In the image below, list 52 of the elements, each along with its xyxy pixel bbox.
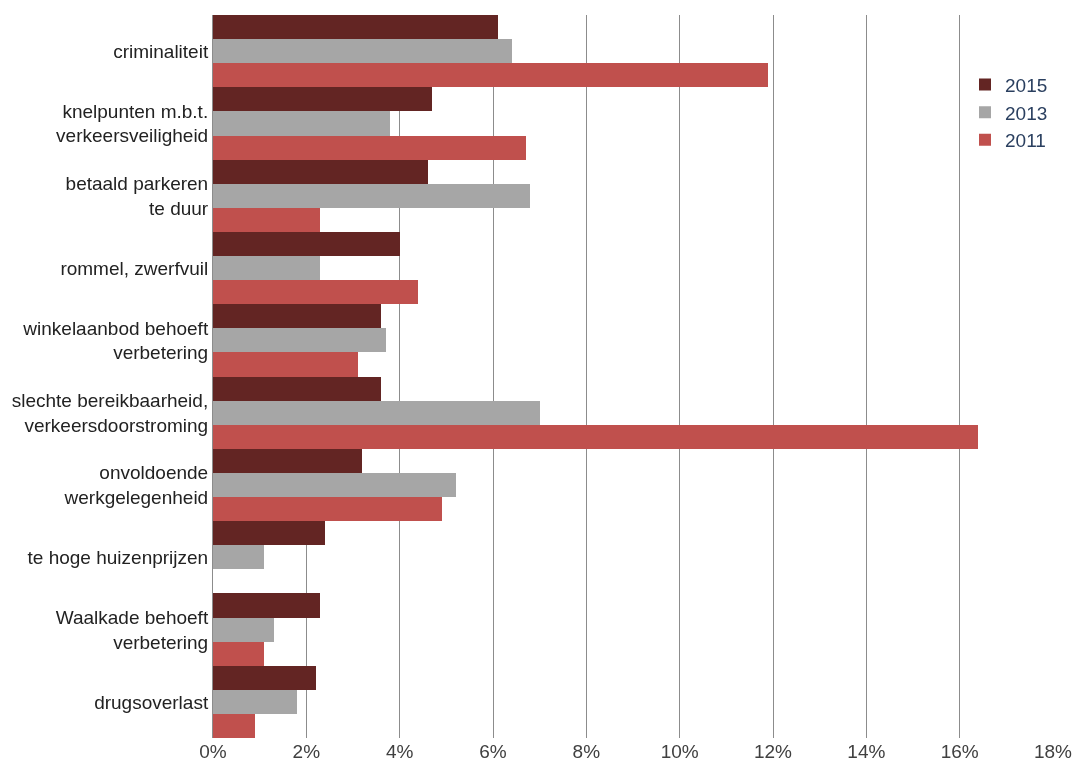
bar bbox=[213, 136, 526, 160]
bar bbox=[213, 352, 358, 377]
x-tick-label: 12% bbox=[753, 741, 793, 762]
bar bbox=[213, 521, 325, 545]
legend-label: 2015 bbox=[1005, 74, 1048, 96]
bar bbox=[213, 593, 320, 618]
bar bbox=[213, 39, 512, 63]
bar bbox=[213, 618, 274, 642]
bar bbox=[213, 304, 381, 328]
bar bbox=[213, 401, 540, 425]
y-tick-label: betaald parkeren te duur bbox=[65, 173, 209, 219]
x-tick-label: 2% bbox=[292, 741, 321, 762]
x-tick-label: 18% bbox=[1033, 741, 1073, 762]
y-tick-label: slechte bereikbaarheid, verkeersdoorstroming bbox=[11, 389, 209, 436]
bar bbox=[213, 232, 400, 256]
bar bbox=[213, 184, 530, 208]
bar bbox=[213, 328, 386, 352]
bar bbox=[213, 377, 381, 401]
x-tick-label: 4% bbox=[385, 741, 414, 762]
bar bbox=[213, 256, 320, 280]
x-tick-label: 10% bbox=[660, 741, 699, 762]
legend-label: 2013 bbox=[1005, 102, 1048, 124]
bar bbox=[213, 111, 390, 136]
bar bbox=[213, 449, 362, 473]
bar bbox=[213, 15, 498, 39]
bar bbox=[213, 690, 297, 714]
y-tick-label: drugsoverlast bbox=[94, 691, 209, 713]
bar bbox=[213, 280, 418, 304]
bar bbox=[213, 87, 432, 111]
y-tick-label: rommel, zwerfvuil bbox=[60, 257, 209, 279]
bar bbox=[213, 666, 316, 690]
y-tick-label: criminaliteit bbox=[113, 40, 209, 62]
x-tick-label: 6% bbox=[479, 741, 507, 762]
x-tick-label: 14% bbox=[847, 741, 886, 762]
x-tick-label: 16% bbox=[940, 741, 979, 762]
y-tick-label: onvoldoende werkgelegenheid bbox=[63, 462, 209, 508]
y-tick-label: te hoge huizenprijzen bbox=[27, 546, 209, 568]
y-tick-label: knelpunten m.b.t. verkeersveiligheid bbox=[56, 100, 209, 147]
legend-label: 2011 bbox=[1005, 130, 1046, 152]
bar bbox=[213, 160, 428, 184]
y-tick-label: winkelaanbod behoeft verbetering bbox=[22, 317, 209, 364]
bar bbox=[213, 425, 978, 449]
bar bbox=[213, 63, 768, 87]
bar bbox=[213, 642, 264, 666]
x-tick-label: 8% bbox=[572, 741, 601, 762]
bar bbox=[213, 714, 255, 738]
x-tick-label: 0% bbox=[199, 741, 227, 762]
y-tick-label: Waalkade behoeft verbetering bbox=[55, 606, 209, 653]
bar bbox=[213, 208, 320, 232]
bar bbox=[213, 545, 264, 569]
bar bbox=[213, 497, 442, 521]
bar bbox=[213, 473, 456, 497]
